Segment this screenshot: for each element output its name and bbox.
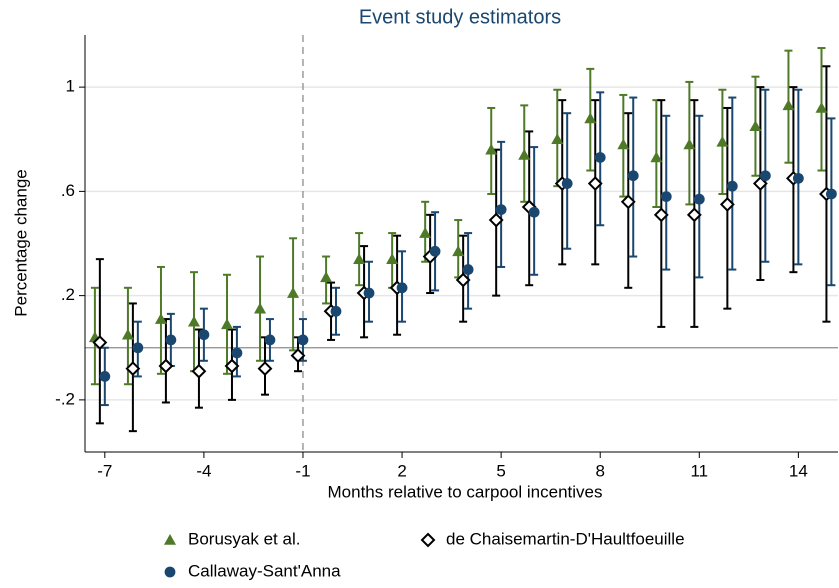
marker-circle	[330, 305, 342, 317]
marker-triangle	[452, 245, 465, 257]
marker-triangle	[254, 302, 267, 314]
x-tick-label: -4	[196, 461, 211, 480]
marker-circle	[231, 347, 243, 359]
marker-diamond	[719, 196, 735, 212]
marker-triangle	[485, 143, 498, 155]
marker-triangle	[386, 253, 399, 264]
x-tick-label: 8	[595, 461, 604, 480]
marker-circle	[264, 334, 276, 346]
marker-diamond	[158, 358, 174, 374]
marker-triangle	[683, 138, 696, 150]
error-bar	[827, 117, 836, 287]
marker-circle	[99, 371, 111, 382]
y-tick-label: -.2	[55, 389, 75, 408]
x-tick-label: 11	[690, 461, 708, 480]
marker-triangle	[353, 253, 366, 264]
marker-triangle	[121, 328, 134, 340]
marker-diamond	[290, 348, 306, 363]
marker-diamond	[455, 272, 471, 288]
chart-title: Event study estimators	[359, 6, 561, 28]
marker-circle	[528, 206, 540, 218]
marker-circle	[627, 170, 639, 182]
marker-circle	[495, 204, 507, 216]
marker-circle	[462, 264, 474, 275]
x-tick-label: 14	[789, 461, 808, 480]
marker-diamond	[224, 358, 240, 374]
y-axis-label: Percentage change	[11, 169, 30, 316]
marker-triangle	[716, 135, 729, 147]
marker-circle	[594, 152, 606, 163]
legend-label: Callaway-Sant'Anna	[188, 561, 341, 580]
marker-triangle	[187, 315, 200, 327]
marker-diamond	[488, 212, 504, 228]
marker-diamond	[587, 176, 603, 191]
marker-circle	[164, 566, 176, 578]
marker-triangle	[650, 151, 663, 163]
marker-diamond	[92, 335, 108, 350]
marker-diamond	[686, 207, 702, 223]
y-tick-label: .6	[61, 181, 75, 200]
marker-triangle	[221, 318, 234, 330]
marker-circle	[792, 172, 804, 184]
x-axis-label: Months relative to carpool incentives	[328, 482, 603, 501]
marker-circle	[759, 170, 771, 182]
marker-diamond	[125, 361, 141, 377]
y-tick-label: 1	[66, 77, 75, 96]
marker-circle	[363, 287, 375, 299]
marker-diamond	[257, 361, 273, 377]
marker-triangle	[749, 120, 762, 132]
marker-triangle	[164, 534, 176, 545]
legend-label: de Chaisemartin-D'Haultfoeuille	[446, 529, 685, 548]
y-tick-label: .2	[61, 285, 75, 304]
marker-circle	[693, 193, 705, 205]
marker-triangle	[815, 101, 828, 113]
x-tick-label: 2	[397, 461, 406, 480]
marker-triangle	[320, 271, 333, 283]
marker-triangle	[782, 99, 795, 111]
marker-diamond	[752, 176, 768, 191]
marker-circle	[198, 329, 210, 341]
marker-circle	[165, 334, 177, 346]
legend-label: Borusyak et al.	[188, 529, 300, 548]
marker-triangle	[584, 112, 597, 124]
marker-circle	[132, 342, 144, 354]
marker-circle	[429, 245, 441, 257]
marker-triangle	[287, 287, 300, 298]
marker-circle	[561, 178, 573, 189]
marker-circle	[297, 334, 309, 346]
marker-diamond	[191, 363, 207, 379]
marker-triangle	[518, 148, 531, 160]
marker-circle	[726, 180, 738, 192]
marker-diamond	[653, 207, 669, 223]
marker-triangle	[551, 133, 564, 145]
marker-diamond	[420, 532, 436, 548]
marker-circle	[825, 188, 837, 200]
marker-triangle	[617, 138, 630, 150]
marker-triangle	[154, 313, 167, 324]
marker-diamond	[620, 194, 636, 210]
x-tick-label: -1	[295, 461, 310, 480]
x-tick-label: -7	[97, 461, 112, 480]
marker-circle	[660, 191, 672, 202]
marker-triangle	[419, 227, 432, 238]
x-tick-label: 5	[496, 461, 505, 480]
marker-circle	[396, 282, 408, 294]
